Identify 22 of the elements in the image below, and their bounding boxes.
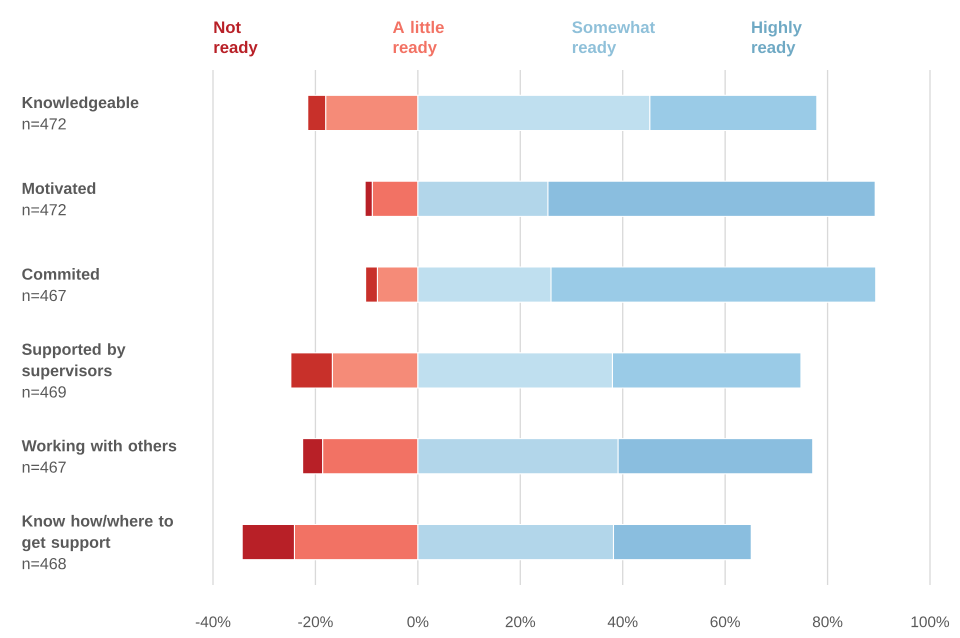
x-tick-label: 100% [912, 616, 950, 628]
text: n=468 [22, 558, 66, 570]
text: Highly ready [752, 20, 802, 56]
text: n=472 [22, 118, 66, 130]
x-tick-label: -40% [196, 616, 230, 628]
text: Somewhat ready [572, 20, 655, 56]
x-tick-label: 80% [812, 616, 842, 628]
x-tick-label: 0% [407, 616, 428, 628]
x-tick-label: -20% [298, 616, 333, 628]
y-tick-label: Working with others [22, 440, 176, 455]
text: A little ready [392, 20, 444, 56]
text: Not ready [214, 21, 258, 56]
text: n=472 [22, 204, 66, 216]
x-tick-label: 40% [608, 616, 638, 628]
x-tick-label: 20% [506, 616, 536, 628]
y-tick-label: Knowledgeable [22, 96, 138, 112]
text: n=469 [22, 386, 66, 398]
text: n=467 [22, 461, 66, 473]
y-tick-label: Commited [22, 268, 99, 280]
y-tick-label: Motivated [22, 182, 96, 194]
x-tick-label: 60% [710, 616, 740, 628]
text: n=467 [22, 290, 66, 302]
